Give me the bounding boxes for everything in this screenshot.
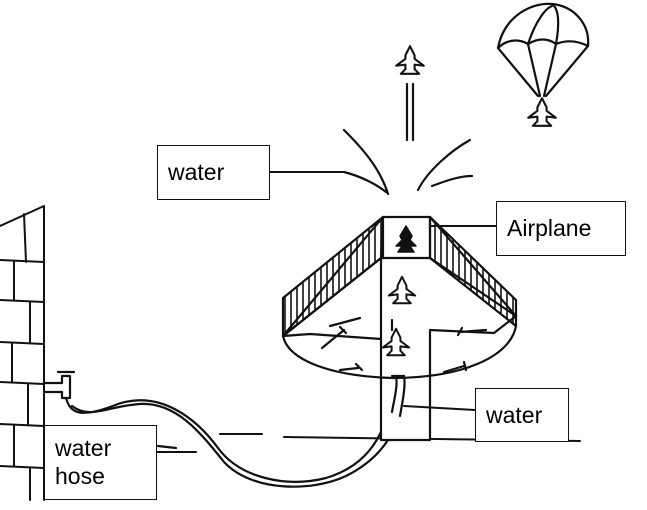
faucet <box>42 370 76 400</box>
brick-wall <box>0 205 45 501</box>
label-water-right-text: water <box>486 401 543 428</box>
water-hose <box>64 374 408 488</box>
funnel-structure <box>281 215 518 442</box>
label-water-right: water <box>475 388 569 442</box>
pointer-lines <box>156 171 497 453</box>
label-airplane-text: Airplane <box>507 215 592 242</box>
water-splash <box>342 82 474 196</box>
airplane-top-filled-icon <box>395 225 417 253</box>
label-water-hose-line2: hose <box>55 463 105 490</box>
label-airplane: Airplane <box>496 201 626 256</box>
label-water-hose-line1: water <box>55 435 112 461</box>
airplane-rising-icon <box>395 45 425 75</box>
label-water-top: water <box>157 145 270 200</box>
parachute <box>496 2 590 98</box>
label-water-hose: water hose <box>44 425 157 500</box>
airplane-parachute-icon <box>527 97 557 127</box>
label-water-top-text: water <box>168 159 225 186</box>
